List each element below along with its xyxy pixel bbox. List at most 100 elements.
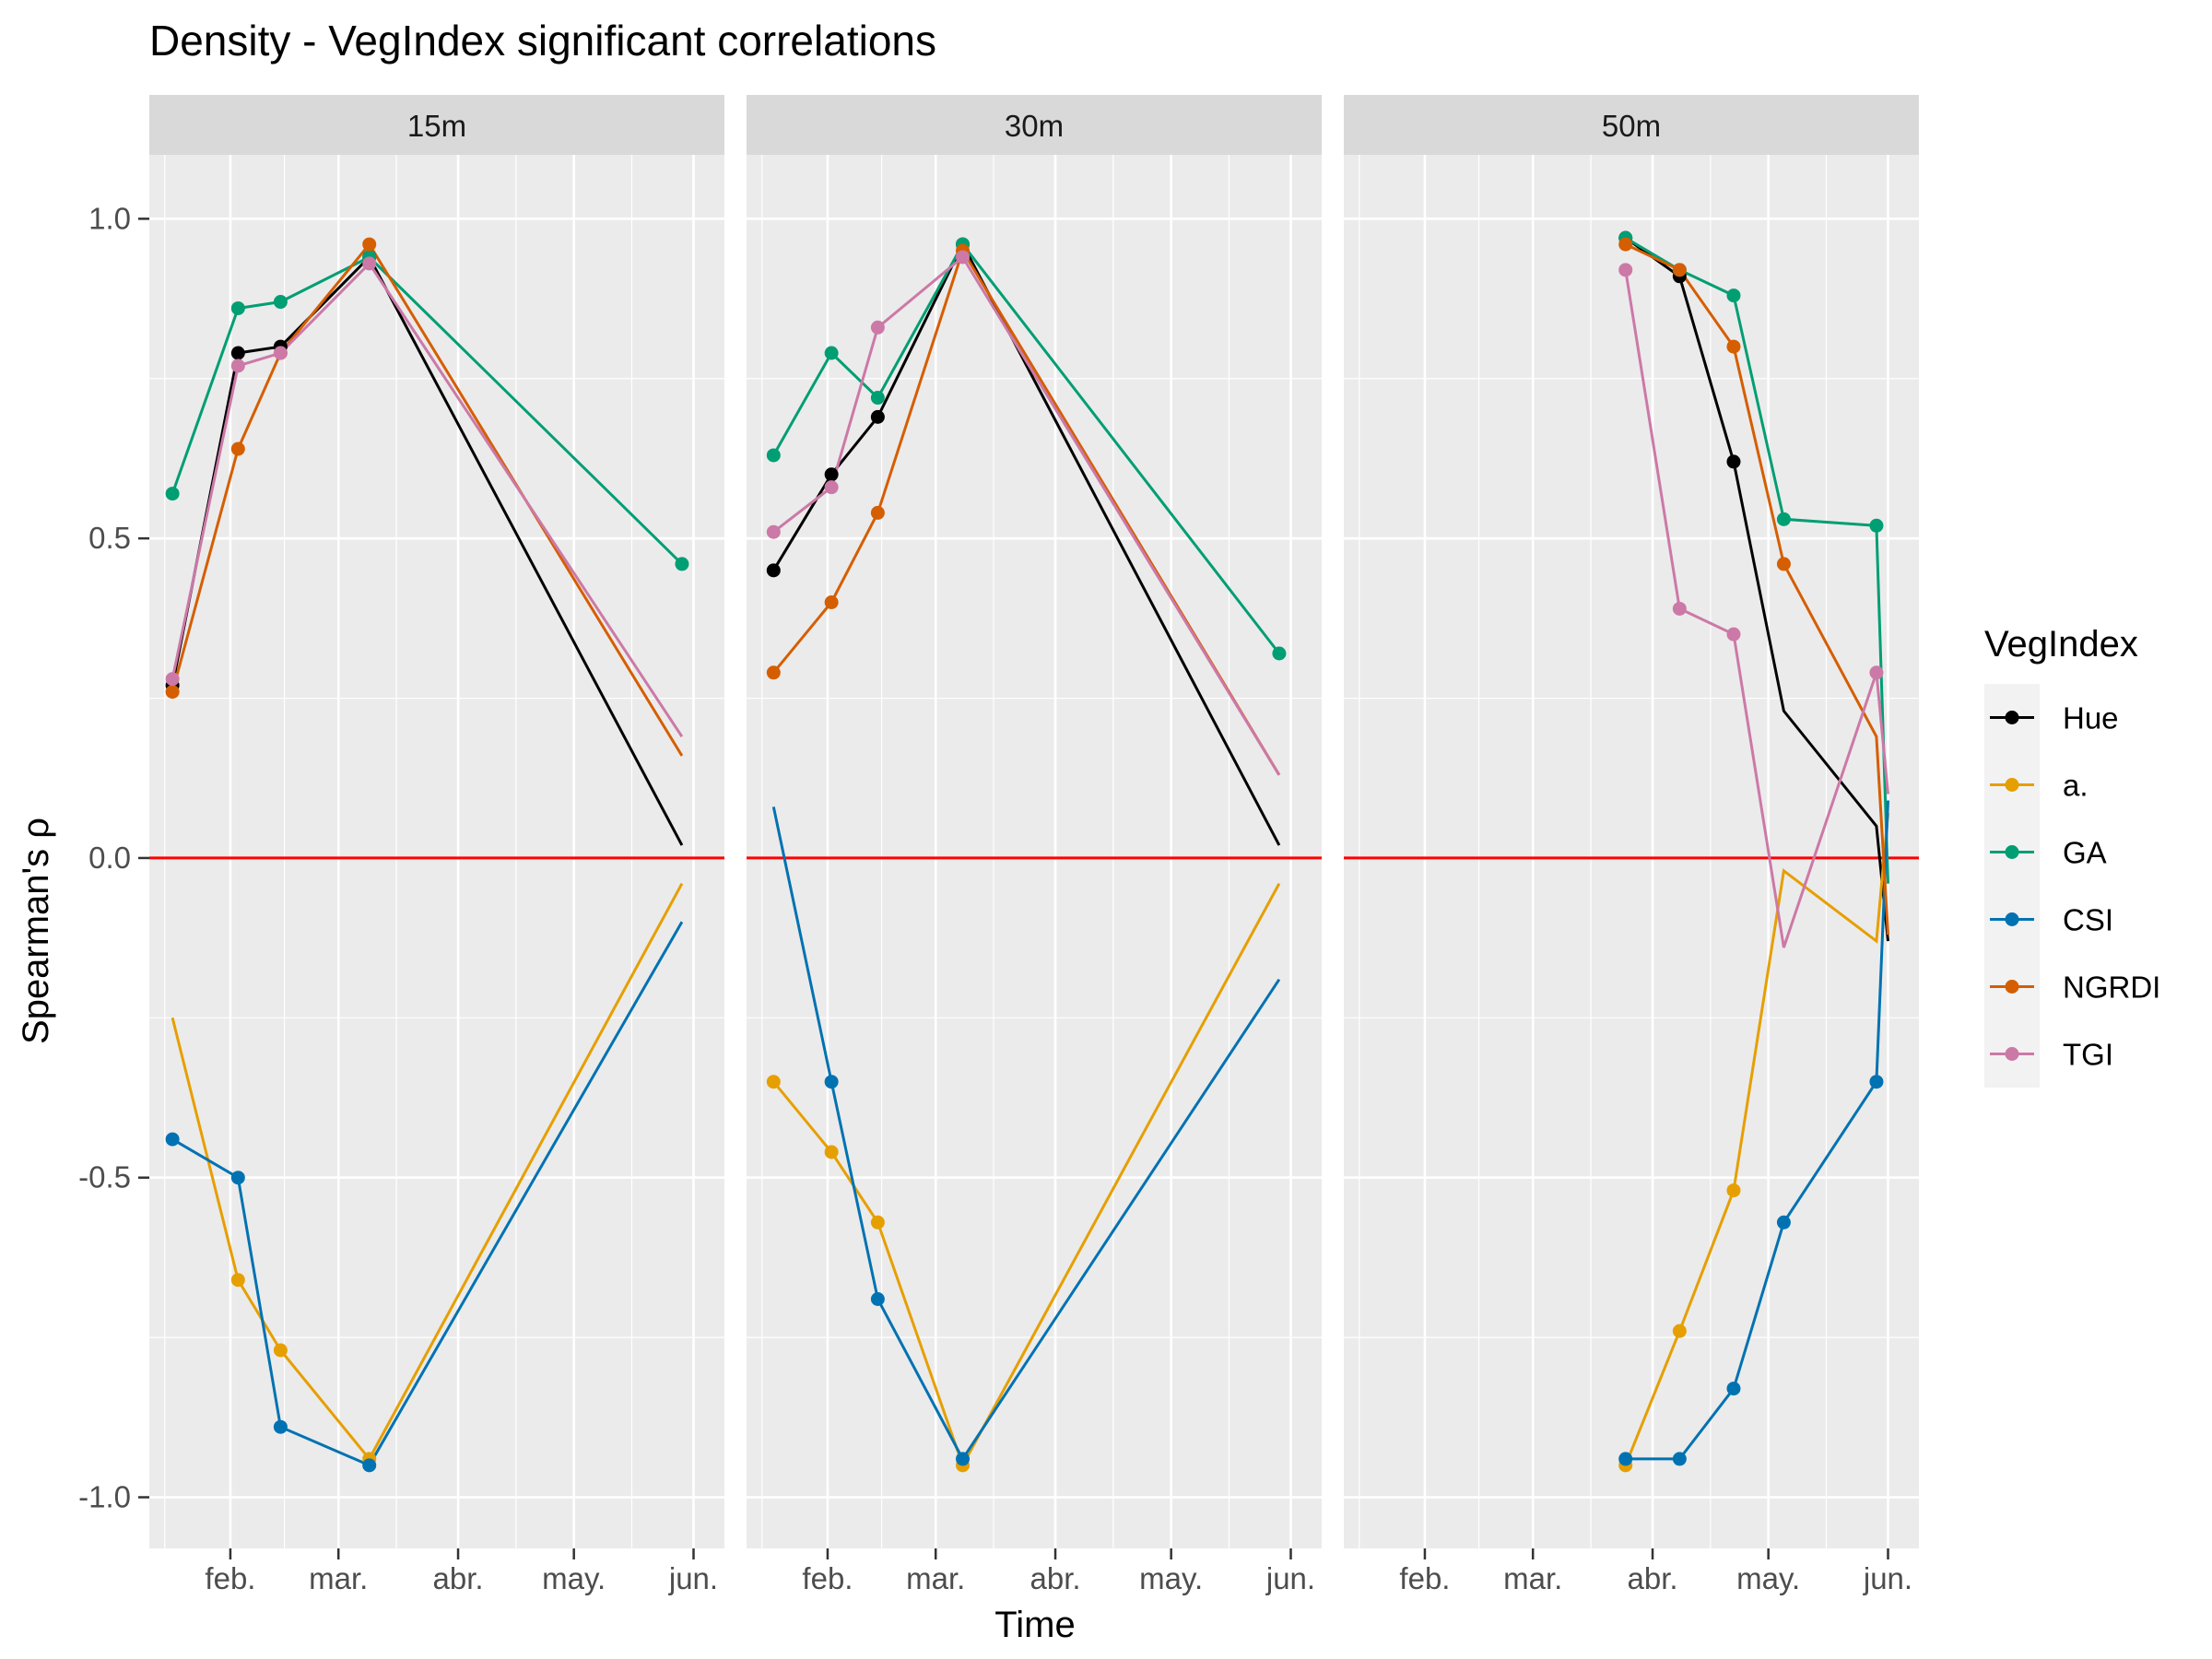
facet-strip-label: 30m [1005,109,1064,143]
x-tick-label: may. [542,1561,606,1595]
data-point-CSI [1776,1215,1791,1230]
x-tick-label: abr. [1628,1561,1678,1595]
legend-label: CSI [2063,903,2113,937]
y-tick-label: -1.0 [78,1480,131,1514]
x-tick-label: feb. [205,1561,255,1595]
y-axis-title: Spearman's ρ [16,818,56,1044]
data-point-Hue [1726,454,1741,469]
data-point-CSI [956,1452,971,1466]
legend-key-point [2005,778,2019,792]
data-point-TGI [362,256,377,271]
x-tick-label: feb. [802,1561,853,1595]
data-point-TGI [1672,601,1687,616]
data-point-a. [1672,1324,1687,1338]
legend-key-point [2005,980,2019,994]
data-point-NGRDI [230,441,245,456]
x-tick-label: jun. [1265,1561,1315,1595]
y-tick-label: 0.0 [88,841,131,875]
data-point-NGRDI [870,505,885,520]
data-point-CSI [824,1075,839,1089]
data-point-NGRDI [824,595,839,610]
data-point-GA [230,300,245,315]
series-line-NGRDI [1625,242,1889,935]
series-line-a. [1624,813,1889,1466]
data-point-NGRDI [1726,339,1741,354]
data-point-NGRDI [766,665,781,680]
data-point-CSI [165,1132,180,1147]
data-point-CSI [273,1419,288,1434]
data-point-TGI [824,480,839,495]
data-point-TGI [165,672,180,687]
facet-strip [747,95,1322,155]
facet-panels: -1.0 -0.5 0.0 0.5 1.0 15m feb. mar. abr. may. jun.… [78,95,1919,1595]
x-tick-label: jun. [1863,1561,1912,1595]
data-point-Hue [824,467,839,482]
x-tick-label: abr. [433,1561,484,1595]
data-point-a. [824,1145,839,1159]
data-point-GA [870,391,885,406]
data-point-TGI [1618,263,1633,277]
y-tick-label: 0.5 [88,521,131,555]
data-point-CSI [230,1171,245,1185]
legend: VegIndex Hue a. GA CSI NGRDI TGI [1984,624,2160,1088]
legend-label: Hue [2063,701,2119,735]
panel-background [1344,155,1919,1548]
x-tick-label: jun. [668,1561,718,1595]
legend-key-point [2005,845,2019,859]
data-point-CSI [1869,1075,1884,1089]
data-point-GA [1726,288,1741,303]
chart-title: Density - VegIndex significant correlati… [149,17,936,65]
legend-key-background [1984,684,2040,1088]
data-point-CSI [1726,1382,1741,1396]
data-point-a. [1726,1183,1741,1198]
data-point-NGRDI [362,237,377,252]
data-point-GA [766,448,781,463]
data-point-NGRDI [1618,237,1633,252]
data-point-CSI [362,1458,377,1473]
data-point-CSI [1672,1452,1687,1466]
panel-30m: 30m feb. mar. abr. may. jun. [747,95,1322,1595]
legend-label: GA [2063,836,2107,870]
data-point-a. [273,1343,288,1358]
data-point-GA [675,557,689,571]
data-point-GA [1272,646,1287,661]
facet-strip-label: 50m [1602,109,1661,143]
data-point-CSI [1618,1452,1633,1466]
series-line-TGI [1624,269,1889,948]
x-tick-label: abr. [1030,1561,1081,1595]
data-point-a. [230,1273,245,1288]
x-tick-label: mar. [1503,1561,1562,1595]
legend-key-point [2005,1047,2019,1061]
data-point-TGI [1869,665,1884,680]
facet-strip [149,95,724,155]
data-point-NGRDI [1672,263,1687,277]
data-point-TGI [1726,627,1741,641]
panel-15m: 15m feb. mar. abr. may. jun. [149,95,724,1595]
data-point-GA [1869,518,1884,533]
legend-label: a. [2063,769,2088,803]
legend-title: VegIndex [1984,624,2138,665]
x-tick-label: may. [1736,1561,1800,1595]
data-point-GA [824,346,839,360]
y-tick-label: -0.5 [78,1160,131,1194]
legend-key-point [2005,912,2019,926]
facet-strip [1344,95,1919,155]
data-point-GA [165,487,180,501]
data-point-GA [273,295,288,310]
data-point-TGI [766,524,781,539]
data-point-NGRDI [1776,557,1791,571]
data-point-TGI [956,250,971,265]
series-line-Hue [1624,236,1889,942]
data-point-a. [870,1215,885,1230]
data-point-Hue [230,346,245,360]
data-point-TGI [273,346,288,360]
data-point-a. [766,1075,781,1089]
x-tick-label: mar. [309,1561,368,1595]
data-point-Hue [870,409,885,424]
x-axis-title: Time [994,1605,1075,1645]
data-point-CSI [870,1292,885,1307]
data-point-TGI [870,320,885,335]
data-point-Hue [766,563,781,578]
panel-50m: 50m feb. mar. abr. may. jun. [1344,95,1919,1595]
